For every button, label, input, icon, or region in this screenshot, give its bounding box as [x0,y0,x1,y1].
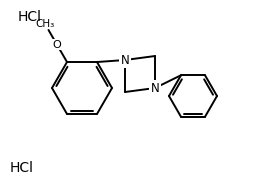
Text: HCl: HCl [18,10,42,24]
Text: N: N [121,53,129,67]
Text: CH₃: CH₃ [35,19,55,29]
Text: HCl: HCl [10,161,34,175]
Text: N: N [151,82,159,95]
Text: O: O [53,40,61,50]
